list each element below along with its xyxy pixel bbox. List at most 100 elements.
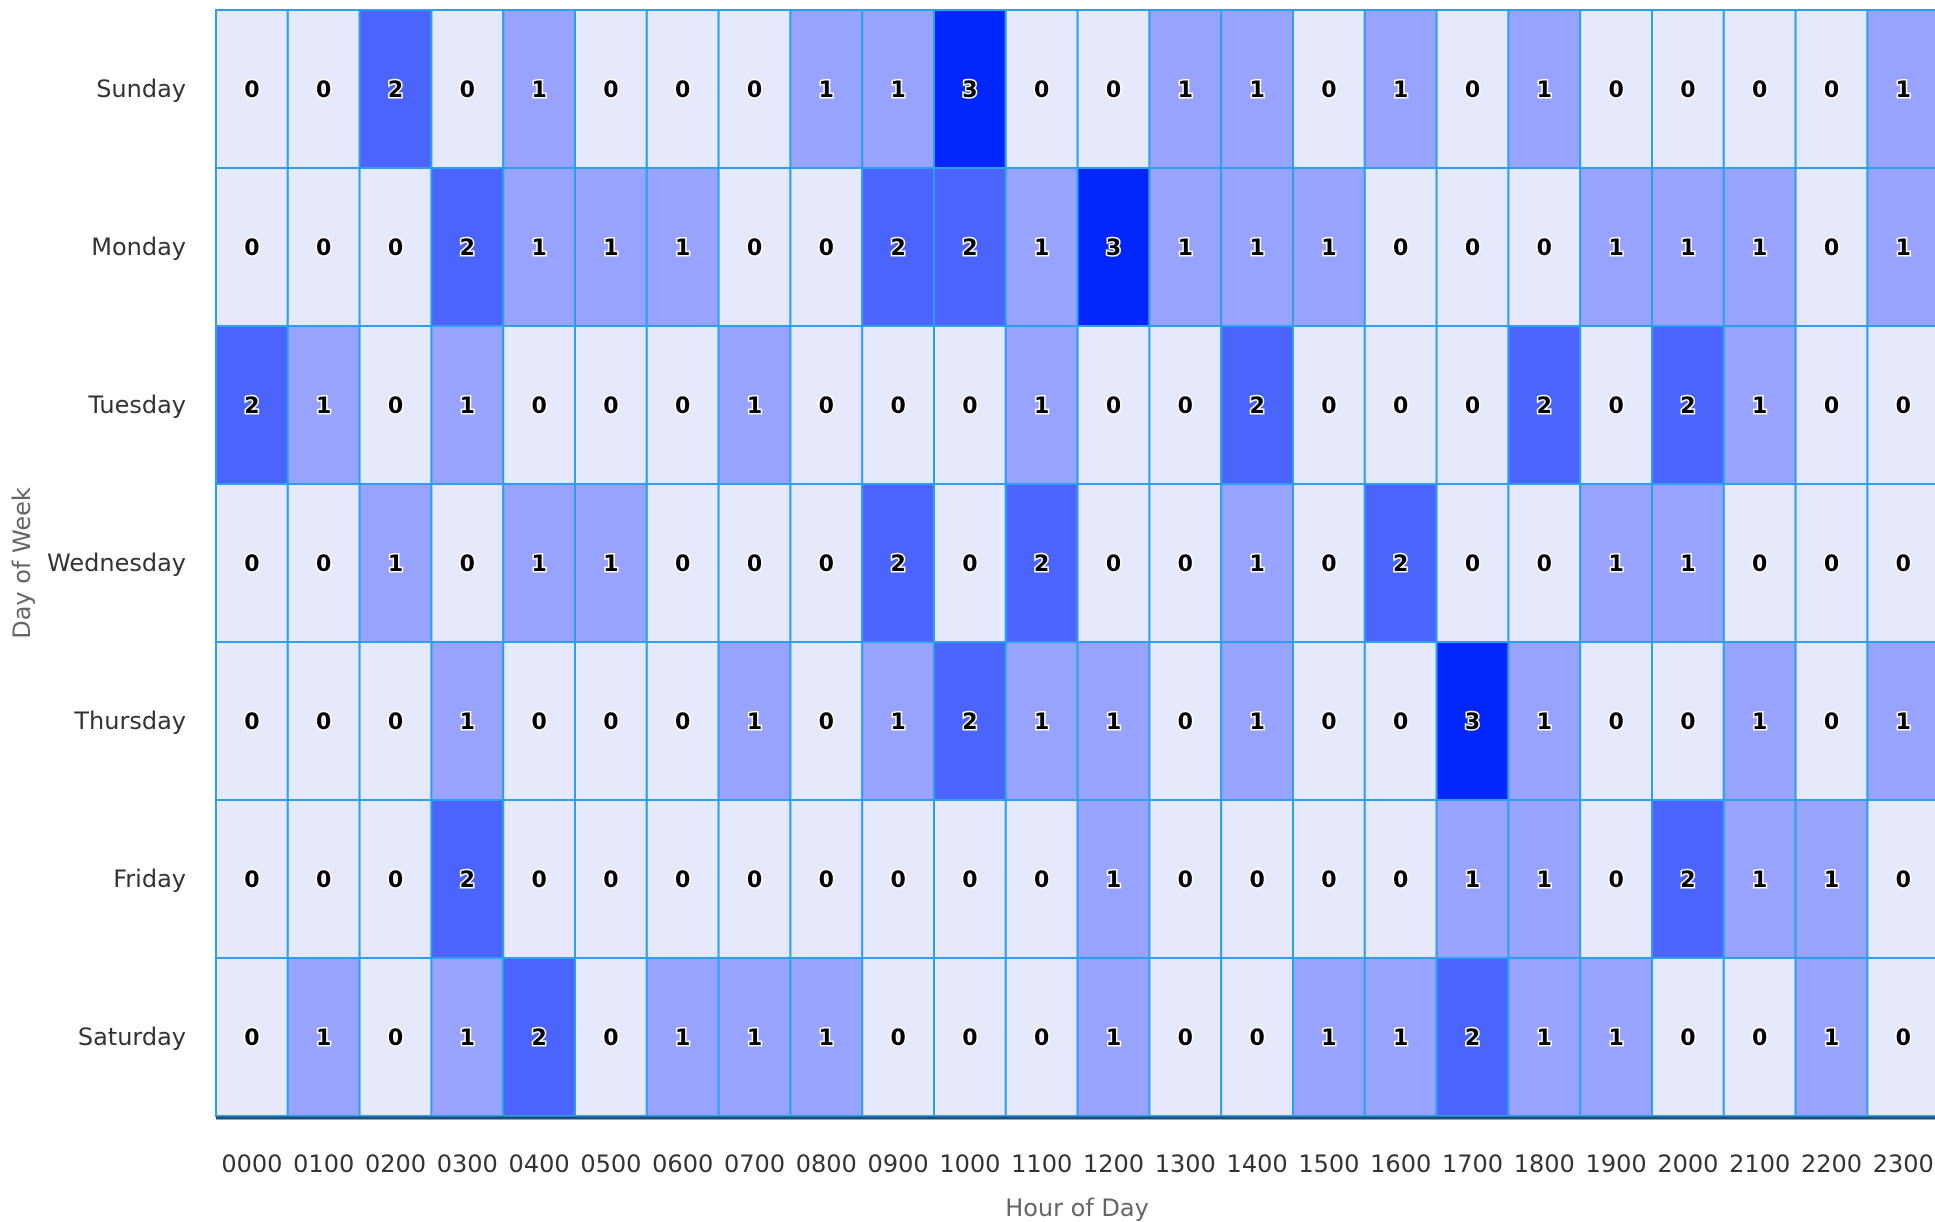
heatmap-cell (1435, 957, 1510, 1117)
cell-value-label: 0 (1537, 552, 1552, 577)
cell-value-label: 2 (244, 394, 259, 419)
cell-value-label: 0 (1465, 236, 1480, 261)
heatmap-cell (1866, 483, 1935, 643)
heatmap-cell (861, 957, 936, 1117)
cell-value-label: 1 (747, 1026, 762, 1051)
heatmap-cell (215, 325, 289, 485)
cell-value-label: 0 (244, 78, 259, 103)
x-tick-label: 1700 (1442, 1150, 1503, 1178)
heatmap-cell (1722, 167, 1797, 327)
cell-value-label: 1 (747, 710, 762, 735)
cell-value-label: 1 (1824, 1026, 1839, 1051)
heatmap-cell (933, 167, 1007, 327)
heatmap-cell (1220, 957, 1294, 1117)
heatmap-cell (717, 9, 792, 169)
heatmap-cell (717, 167, 792, 327)
cell-value-label: 1 (460, 710, 475, 735)
cell-value-label: 0 (460, 78, 475, 103)
cell-value-label: 1 (460, 394, 475, 419)
cell-value-label: 2 (1034, 552, 1049, 577)
heatmap-cell (430, 641, 505, 801)
x-tick-label: 1500 (1298, 1150, 1359, 1178)
y-tick-label: Saturday (78, 1023, 186, 1051)
cell-value-label: 1 (819, 78, 834, 103)
cell-value-label: 2 (388, 78, 403, 103)
cell-value-label: 0 (1752, 552, 1767, 577)
heatmap-cell (430, 957, 505, 1117)
cell-value-label: 0 (675, 868, 690, 893)
x-tick-label: 2300 (1873, 1150, 1934, 1178)
x-tick-label: 1000 (939, 1150, 1000, 1178)
heatmap-cell (1076, 325, 1151, 485)
x-tick-label: 1200 (1083, 1150, 1144, 1178)
heatmap-cell (574, 483, 648, 643)
heatmap-cell (1579, 641, 1653, 801)
heatmap-cell (286, 799, 361, 959)
cell-value-label: 2 (531, 1026, 546, 1051)
cell-value-label: 0 (388, 868, 403, 893)
heatmap-cell (1363, 167, 1438, 327)
cell-value-label: 1 (1752, 236, 1767, 261)
heatmap-cell (1363, 9, 1438, 169)
cell-value-label: 2 (460, 236, 475, 261)
cell-value-label: 1 (1752, 710, 1767, 735)
heatmap-cell (1076, 641, 1151, 801)
heatmap-cell (358, 957, 433, 1117)
x-tick-label: 1600 (1370, 1150, 1431, 1178)
cell-value-label: 1 (460, 1026, 475, 1051)
cell-value-label: 1 (1321, 1026, 1336, 1051)
cell-value-label: 0 (1393, 394, 1408, 419)
heatmap-cell (645, 325, 720, 485)
cell-value-label: 1 (890, 710, 905, 735)
cell-value-label: 1 (890, 78, 905, 103)
heatmap-cell (789, 325, 864, 485)
heatmap-cell (1866, 325, 1935, 485)
cell-value-label: 0 (388, 1026, 403, 1051)
cell-value-label: 0 (1034, 868, 1049, 893)
cell-value-label: 0 (819, 236, 834, 261)
heatmap-cell (1148, 957, 1223, 1117)
cell-value-label: 0 (1608, 394, 1623, 419)
cell-value-label: 2 (962, 236, 977, 261)
cell-value-label: 1 (1034, 236, 1049, 261)
heatmap-cell (286, 167, 361, 327)
heatmap-cell (789, 957, 864, 1117)
cell-value-label: 2 (1249, 394, 1264, 419)
cell-value-label: 1 (1608, 236, 1623, 261)
cell-value-label: 0 (1321, 78, 1336, 103)
cell-value-label: 0 (1321, 710, 1336, 735)
heatmap-cell (215, 9, 289, 169)
cell-value-label: 0 (1321, 394, 1336, 419)
cell-value-label: 0 (1178, 868, 1193, 893)
x-tick-label: 0900 (868, 1150, 929, 1178)
cell-value-label: 0 (962, 552, 977, 577)
cell-value-label: 1 (388, 552, 403, 577)
x-axis-labels: 0000 0100 0200 0300 0400 0500 0600 0700 0800 0900… (221, 1150, 1933, 1178)
heatmap-cell (1651, 167, 1725, 327)
heatmap-cell (1722, 483, 1797, 643)
heatmap-cell (861, 9, 936, 169)
cell-value-label: 0 (1896, 394, 1911, 419)
cell-value-label: 0 (603, 710, 618, 735)
heatmap-cell (1507, 799, 1582, 959)
cell-value-label: 0 (1896, 868, 1911, 893)
cell-value-label: 0 (675, 394, 690, 419)
cell-value-label: 0 (316, 552, 331, 577)
cell-value-label: 1 (1752, 394, 1767, 419)
cell-value-label: 0 (1896, 552, 1911, 577)
heatmap-cell (717, 799, 792, 959)
heatmap-cell (358, 483, 433, 643)
cell-value-label: 0 (890, 394, 905, 419)
x-tick-label: 0100 (293, 1150, 354, 1178)
y-tick-label: Friday (113, 865, 186, 893)
cell-value-label: 0 (1680, 710, 1695, 735)
x-tick-label: 2200 (1801, 1150, 1862, 1178)
cell-value-label: 1 (1680, 236, 1695, 261)
heatmap-cell (1579, 799, 1653, 959)
heatmap-cell (215, 641, 289, 801)
heatmap-cell (1794, 957, 1869, 1117)
heatmap-cell (502, 641, 577, 801)
heatmap-cell (574, 167, 648, 327)
heatmap-cell (1148, 641, 1223, 801)
cell-value-label: 0 (1537, 236, 1552, 261)
